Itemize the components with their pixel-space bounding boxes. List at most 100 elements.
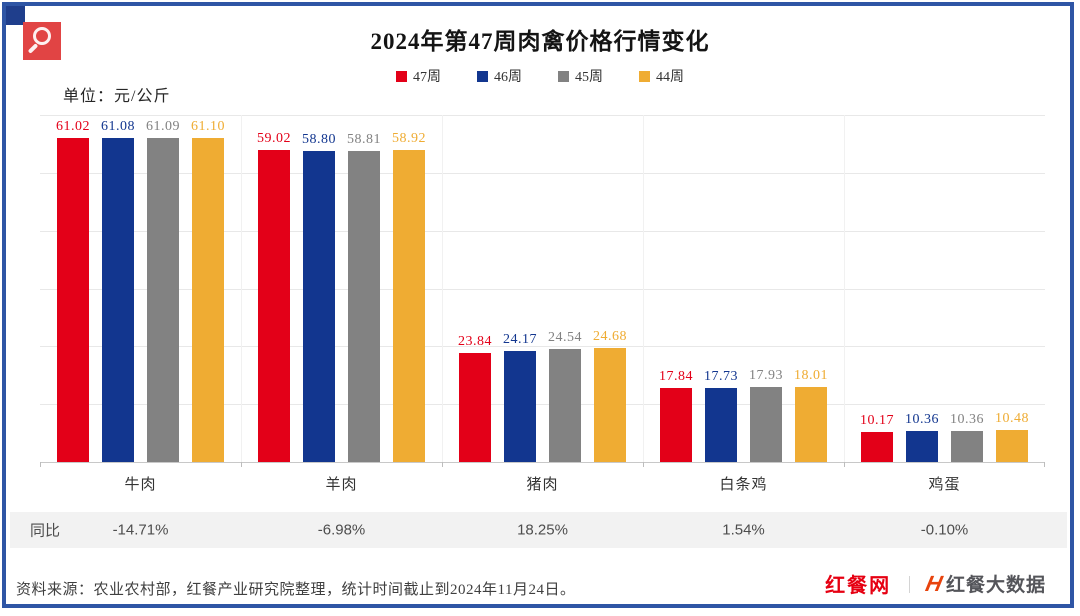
bar-value-label: 61.09 bbox=[146, 118, 180, 134]
bar-group: 23.84 24.17 24.54 24.68 bbox=[442, 115, 643, 462]
bar bbox=[504, 351, 536, 462]
x-axis-tick bbox=[442, 462, 443, 467]
x-axis-tick bbox=[844, 462, 845, 467]
yoy-row-label: 同比 bbox=[30, 522, 61, 540]
bar bbox=[750, 387, 782, 462]
bar bbox=[258, 149, 290, 462]
category-label: 猪肉 bbox=[526, 477, 559, 493]
bar-value-label: 61.08 bbox=[101, 118, 135, 134]
category-separator-line bbox=[442, 115, 443, 462]
x-axis-tick bbox=[1044, 462, 1045, 467]
bar-value-label: 17.93 bbox=[749, 368, 783, 384]
bar-value-label: 59.02 bbox=[257, 130, 291, 146]
category-label: 鸡蛋 bbox=[928, 477, 961, 493]
hongcanwang-logo: 红餐网 bbox=[825, 575, 892, 597]
bar bbox=[861, 432, 893, 462]
bar-value-label: 10.36 bbox=[950, 412, 984, 427]
chart-legend: 47周 46周 45周 44周 bbox=[0, 66, 1080, 86]
bar-value-label: 10.17 bbox=[860, 413, 894, 429]
bar-cell: 58.81 bbox=[347, 132, 381, 462]
bar-cell: 10.36 bbox=[950, 412, 984, 462]
bar bbox=[549, 349, 581, 462]
bar-value-label: 24.17 bbox=[503, 332, 537, 348]
bar-group: 17.84 17.73 17.93 18.01 bbox=[643, 115, 844, 462]
hongcan-h-logo-icon: H bbox=[923, 570, 945, 596]
bar-value-label: 10.48 bbox=[995, 411, 1029, 427]
x-axis-tick bbox=[40, 462, 41, 467]
category-separator-line bbox=[241, 115, 242, 462]
corner-decoration-square bbox=[6, 6, 25, 25]
bar-cell: 17.93 bbox=[749, 368, 783, 462]
bar bbox=[147, 137, 179, 462]
legend-item: 47周 bbox=[396, 66, 441, 86]
bar bbox=[705, 388, 737, 462]
bar-value-label: 24.54 bbox=[548, 330, 582, 345]
bar bbox=[795, 386, 827, 462]
bar bbox=[102, 137, 134, 462]
legend-label: 47周 bbox=[413, 70, 441, 85]
bar-value-label: 17.84 bbox=[659, 368, 693, 384]
bar-value-label: 23.84 bbox=[458, 334, 492, 349]
bar-value-label: 61.10 bbox=[191, 118, 225, 134]
bar-group: 59.02 58.80 58.81 58.92 bbox=[241, 115, 442, 462]
bar-cell: 61.10 bbox=[191, 118, 225, 462]
bar-cell: 58.80 bbox=[302, 132, 336, 462]
category-label: 牛肉 bbox=[124, 477, 157, 493]
bar-cell: 24.17 bbox=[503, 332, 537, 462]
bar bbox=[192, 137, 224, 462]
legend-swatch-icon bbox=[396, 70, 407, 82]
category-label: 羊肉 bbox=[325, 477, 358, 493]
yoy-value: -14.71% bbox=[112, 521, 169, 539]
category-separator-line bbox=[643, 115, 644, 462]
bar bbox=[996, 430, 1028, 462]
bar-cell: 10.48 bbox=[995, 411, 1029, 462]
bar bbox=[459, 353, 491, 462]
bar-cell: 23.84 bbox=[458, 334, 492, 462]
brand-logos: 红餐网 ｜ H 红餐大数据 bbox=[825, 569, 1046, 598]
bar bbox=[906, 431, 938, 462]
bar-cell: 61.09 bbox=[146, 118, 180, 462]
bar-value-label: 61.02 bbox=[56, 119, 90, 134]
bar-value-label: 58.92 bbox=[392, 131, 426, 147]
hongcan-bigdata-logo: 红餐大数据 bbox=[945, 575, 1046, 596]
category-label: 白条鸡 bbox=[719, 477, 768, 493]
gridline bbox=[40, 230, 1045, 232]
bar-cell: 24.54 bbox=[548, 330, 582, 462]
bar bbox=[951, 431, 983, 462]
bar-cell: 61.08 bbox=[101, 118, 135, 462]
bar-cell: 24.68 bbox=[593, 329, 627, 462]
bar bbox=[393, 150, 425, 462]
bar-cell: 17.84 bbox=[659, 368, 693, 462]
legend-label: 45周 bbox=[575, 70, 603, 85]
gridline bbox=[40, 115, 1045, 116]
bar-cell: 10.36 bbox=[905, 412, 939, 462]
magnifier-badge bbox=[23, 22, 61, 60]
bar-value-label: 18.01 bbox=[794, 367, 828, 383]
gridline bbox=[40, 172, 1045, 174]
bar-cell: 61.02 bbox=[56, 119, 90, 462]
yoy-row: 同比 -14.71% -6.98% 18.25% 1.54% -0.10% bbox=[10, 512, 1067, 548]
magnifier-icon bbox=[33, 27, 51, 45]
bar-value-label: 24.68 bbox=[593, 329, 627, 345]
legend-swatch-icon bbox=[558, 70, 569, 82]
bar-group: 10.17 10.36 10.36 10.48 bbox=[844, 115, 1045, 462]
x-axis-tick bbox=[643, 462, 644, 467]
chart-title: 2024年第47周肉禽价格行情变化 bbox=[370, 29, 710, 54]
legend-swatch-icon bbox=[477, 70, 488, 82]
bar bbox=[303, 150, 335, 462]
gridline bbox=[40, 404, 1045, 406]
x-axis-tick bbox=[241, 462, 242, 467]
gridline bbox=[40, 346, 1045, 348]
x-axis-line bbox=[40, 462, 1045, 463]
bar-value-label: 17.73 bbox=[704, 369, 738, 385]
bar-cell: 17.73 bbox=[704, 369, 738, 462]
bar-cell: 59.02 bbox=[257, 130, 291, 462]
yoy-value: -6.98% bbox=[317, 521, 366, 539]
yoy-value: 18.25% bbox=[517, 521, 568, 539]
legend-item: 45周 bbox=[558, 66, 603, 86]
bar bbox=[348, 150, 380, 462]
bar bbox=[57, 138, 89, 462]
legend-swatch-icon bbox=[639, 70, 650, 82]
yoy-value: 1.54% bbox=[722, 521, 765, 539]
plot-area: 61.02 61.08 61.09 61.10 59.02 58.80 58.81 58.92… bbox=[40, 115, 1045, 467]
